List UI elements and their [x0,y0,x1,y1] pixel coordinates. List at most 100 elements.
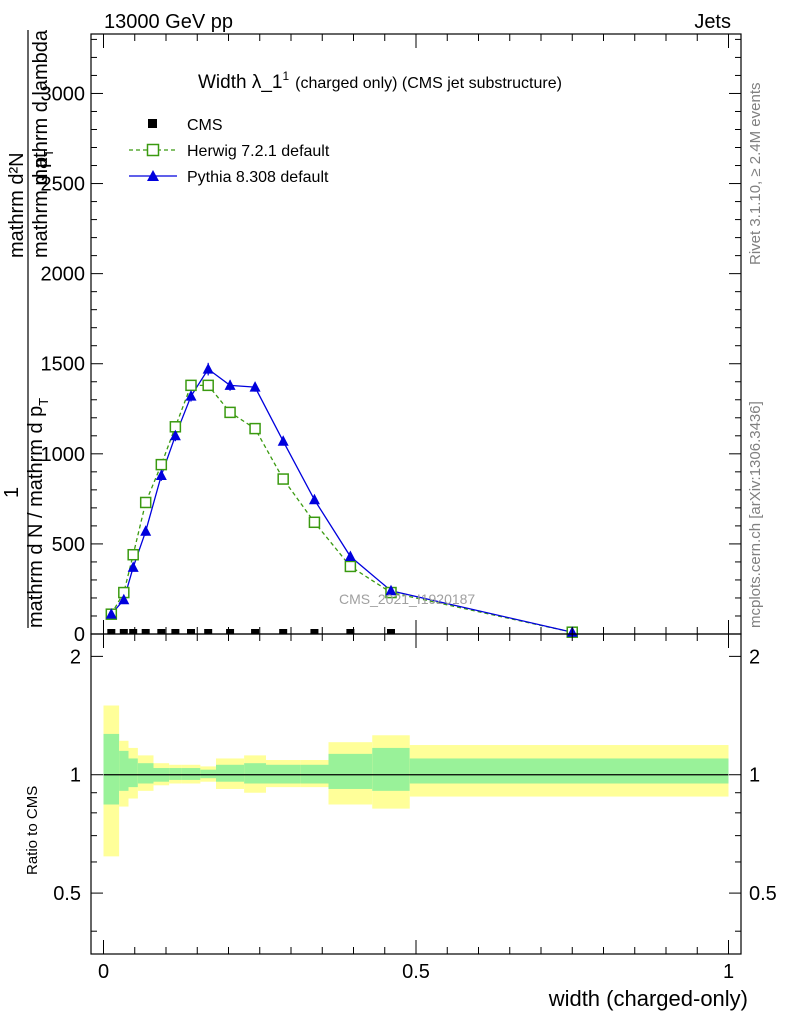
ratio-band-inner [244,763,266,784]
cms-point [157,629,166,634]
main-y-tick-label: 500 [52,534,85,556]
ratio-band-inner [119,750,129,791]
cms-point [310,629,319,634]
main-y-tick-label: 1500 [41,354,86,376]
herwig-point [224,406,236,419]
main-y-axis-label: mathrm d²N mathrm d pT mathrm d lambda 1… [1,29,56,628]
cms-point [107,629,116,634]
pythia-point [105,608,117,619]
pythia-point [169,429,181,441]
pythia-point [155,469,167,480]
ylabel-numerator-dlambda: mathrm d lambda [30,29,52,185]
ratio-band-inner [169,768,182,780]
pythia-point [224,379,236,390]
ratio-plot-content [103,705,729,857]
ratio-band-inner [137,763,154,784]
legend-marker-herwig [146,143,160,157]
legend-label-pythia: Pythia 8.308 default [187,169,329,186]
herwig-point [277,473,289,485]
header-energy-label: 13000 GeV pp [104,11,233,33]
legend-entry-cms: CMS [148,117,223,134]
legend-label-cms: CMS [187,117,223,134]
main-y-tick-label: 0 [74,624,85,646]
plot-title: Width λ_11 (charged only) (CMS jet substr… [198,69,562,93]
main-y-tick-label: 2000 [41,264,86,286]
cms-point [204,629,213,634]
ratio-band-inner [200,769,216,779]
ratio-y-axis-label: Ratio to CMS [24,786,41,875]
x-tick-label: 0 [98,961,109,983]
ylabel-denominator-T: T [36,398,51,406]
main-plot-content [105,362,578,638]
pythia-point [385,584,397,596]
ylabel-denominator-main: mathrm d N / mathrm d p [25,406,47,628]
main-plot-ticks: 0 500 1000 1500 2000 2500 3000 [41,34,741,646]
x-axis-label: width (charged-only) [548,986,748,1011]
ratio-y-tick-label-right: 2 [749,646,760,668]
legend-entry-pythia: Pythia 8.308 default [129,169,329,186]
pythia-point [308,493,320,505]
herwig-point [344,560,357,573]
herwig-point [139,496,152,509]
rivet-side-label: Rivet 3.1.10, ≥ 2.4M events [747,83,764,266]
cms-point [346,629,355,634]
plot-title-main: Width λ_1 [198,72,282,93]
ratio-plot-frame [90,633,742,955]
ratio-y-tick-label-right: 1 [749,765,760,787]
ylabel-numerator-d2N: mathrm d²N [6,152,28,258]
analysis-watermark: CMS_2021_I1920187 [339,591,475,607]
cms-point [119,629,128,634]
main-plot: 0 500 1000 1500 2000 2500 3000 Width λ_11 (char… [1,29,742,646]
cms-point [226,629,235,634]
pythia-point [277,435,289,446]
header-process-label: Jets [694,11,731,33]
ratio-band-inner [409,758,729,784]
ratio-plot-ticks: 0 0.5 1 0.5 0.5 1 1 2 2 [53,634,777,983]
main-y-tick-label: 3000 [41,83,86,105]
herwig-point [202,379,214,392]
pythia-point [202,363,214,374]
plot-title-superscript: 1 [282,69,289,83]
ylabel-denominator: mathrm d N / mathrm d pT [25,398,51,628]
x-tick-label: 0.5 [402,961,430,983]
herwig-point [127,548,139,561]
legend-entry-herwig: Herwig 7.2.1 default [129,143,330,160]
pythia-point [344,550,356,562]
ratio-band-inner [103,733,120,805]
legend-marker-pythia [147,170,159,181]
ylabel-one: 1 [1,487,23,498]
herwig-point [185,379,197,392]
x-tick-label: 1 [723,961,734,983]
legend-label-herwig: Herwig 7.2.1 default [187,143,330,160]
ratio-plot: 0 0.5 1 0.5 0.5 1 1 2 2 Ratio to CMS width (char… [24,633,777,1011]
cms-point [251,629,260,634]
pythia-point [185,390,197,401]
ylabel-numerator-dpt: mathrm d pT [30,149,56,258]
main-y-tick-label: 1000 [41,444,86,466]
pythia-point [249,381,261,392]
ratio-band-inner [216,764,245,782]
herwig-point [249,422,261,435]
cms-point [187,629,195,634]
cms-point [141,629,150,634]
ratio-y-tick-label-left: 1 [70,765,81,787]
mcplots-side-label: mcplots.cern.ch [arXiv:1306.3436] [747,401,764,628]
ratio-y-tick-label-left: 0.5 [53,883,81,905]
herwig-point [155,458,168,471]
legend: CMS Herwig 7.2.1 default Pythia 8.308 de… [129,117,330,186]
main-y-tick-label: 2500 [41,174,86,196]
ratio-band-inner [328,753,373,789]
ratio-y-tick-label-left: 2 [70,646,81,668]
pythia-point [140,525,152,536]
cms-point [129,629,138,634]
pythia-point [118,593,130,605]
ylabel-numerator-dp: mathrm d p [30,157,52,258]
ylabel-numerator-T: T [41,149,56,157]
cms-point [171,629,180,634]
legend-marker-cms [148,119,157,128]
ratio-band-inner [372,747,410,791]
herwig-point [308,516,321,529]
ratio-band-inner [181,768,201,780]
ratio-band-inner [128,758,138,788]
